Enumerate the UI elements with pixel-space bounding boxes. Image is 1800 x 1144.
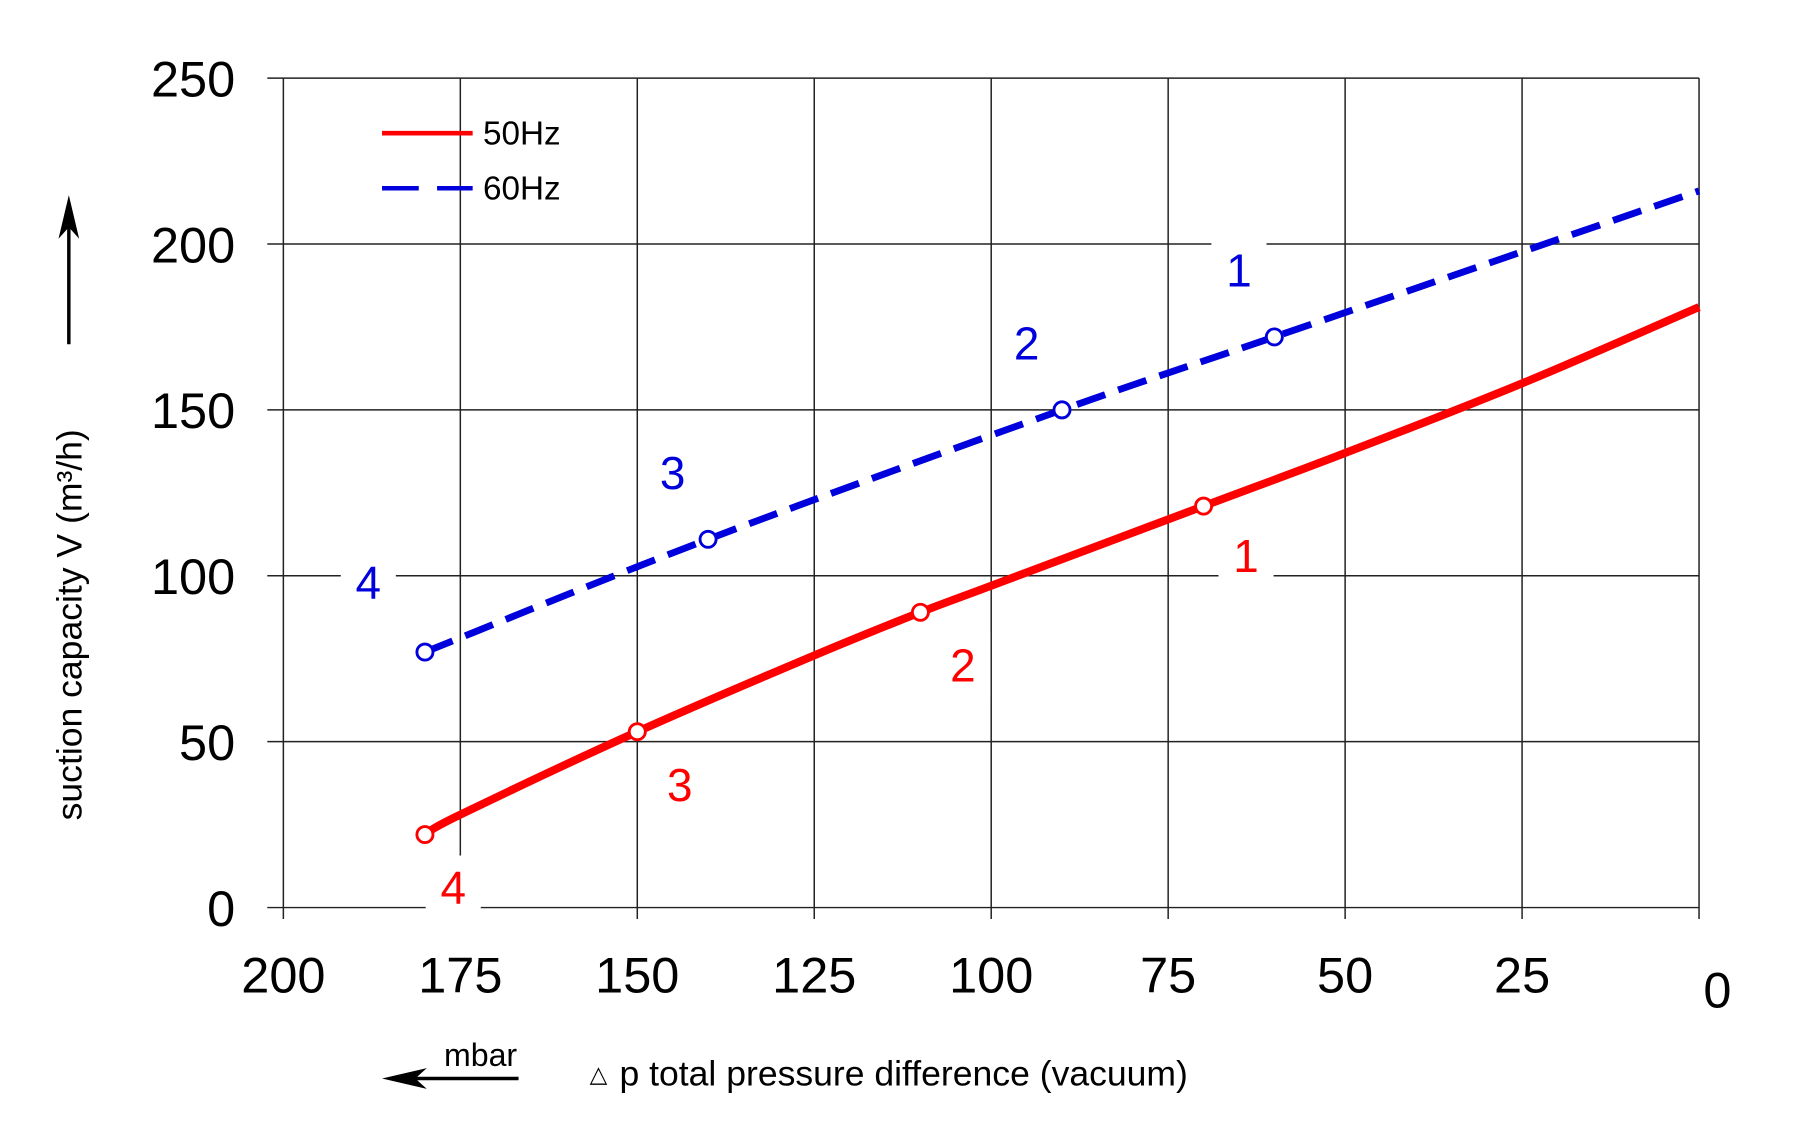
operating-point-marker [1194, 496, 1214, 516]
operating-point-marker [1264, 327, 1284, 347]
point-label: 2 [950, 639, 976, 691]
x-tick-label: 150 [595, 946, 679, 1003]
point-label: 3 [660, 447, 686, 499]
operating-point-marker [415, 825, 435, 845]
point-label-background [645, 440, 701, 506]
point-label-background [999, 311, 1055, 376]
x-tick-label: 50 [1317, 946, 1373, 1003]
x-tick-label: 0 [1703, 961, 1731, 1018]
point-label-background [1218, 523, 1274, 589]
point-label-background [1211, 238, 1267, 303]
point-label: 1 [1233, 530, 1259, 582]
series-line-50hz [422, 303, 1701, 839]
point-label: 1 [1226, 245, 1252, 297]
operating-point-marker [910, 602, 930, 622]
point-label-background [425, 855, 481, 920]
y-arrow-icon [58, 195, 80, 239]
x-axis-label: p total pressure difference (vacuum) [620, 1053, 1188, 1093]
legend-label-60hz: 60Hz [483, 171, 561, 208]
series-layer [415, 187, 1701, 845]
point-label: 3 [667, 759, 693, 811]
x-axis-title: mbar △ p total pressure difference (vacu… [382, 1037, 1188, 1093]
y-axis-title: suction capacity V (m³/h) [49, 195, 89, 820]
grid [267, 77, 1700, 920]
operating-point-marker [1052, 400, 1072, 420]
x-unit-label: mbar [444, 1037, 517, 1073]
y-tick-label: 0 [207, 880, 235, 937]
point-label: 2 [1014, 318, 1040, 370]
y-tick-label: 100 [151, 548, 235, 605]
point-labels: 1 2 3 4 1 2 3 4 [340, 238, 1274, 920]
point-label-background [340, 550, 396, 615]
point-label: 4 [356, 556, 382, 608]
x-tick-label: 125 [772, 946, 856, 1003]
legend-label-50hz: 50Hz [483, 116, 561, 153]
x-tick-label: 175 [418, 946, 502, 1003]
y-tick-label: 50 [179, 714, 235, 771]
y-tick-label: 200 [151, 216, 235, 273]
y-axis-label: suction capacity V (m³/h) [49, 429, 89, 820]
point-label-background [935, 633, 991, 698]
series-line-60hz [423, 187, 1701, 656]
legend: 50Hz 60Hz [382, 116, 561, 208]
delta-symbol: △ [590, 1061, 608, 1087]
x-arrow-icon [382, 1068, 427, 1089]
operating-point-marker [627, 722, 647, 742]
x-tick-label: 25 [1494, 946, 1550, 1003]
y-tick-label: 250 [151, 50, 235, 107]
y-tick-label: 150 [151, 382, 235, 439]
operating-point-marker [698, 529, 718, 549]
x-tick-label: 100 [949, 946, 1033, 1003]
x-tick-label: 200 [241, 946, 325, 1003]
point-label-background [652, 752, 708, 817]
point-label: 4 [440, 862, 466, 914]
operating-point-marker [415, 642, 435, 662]
x-tick-label: 75 [1140, 946, 1196, 1003]
